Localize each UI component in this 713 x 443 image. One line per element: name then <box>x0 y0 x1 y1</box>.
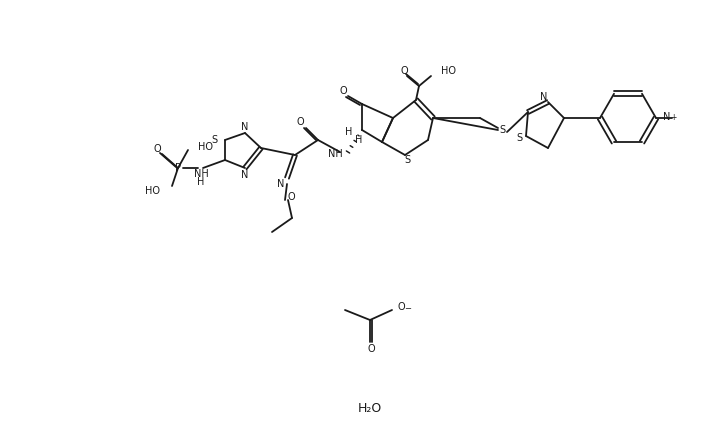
Text: H: H <box>198 177 205 187</box>
Text: N: N <box>540 92 548 102</box>
Text: −: − <box>404 304 411 313</box>
Text: O: O <box>287 192 294 202</box>
Text: S: S <box>404 155 410 165</box>
Text: HO: HO <box>441 66 456 76</box>
Text: HO: HO <box>145 186 160 196</box>
Text: NH: NH <box>194 169 208 179</box>
Text: O: O <box>367 344 375 354</box>
Text: S: S <box>516 133 522 143</box>
Text: P: P <box>175 163 181 173</box>
Text: O: O <box>400 66 408 76</box>
Text: O: O <box>397 302 404 312</box>
Text: S: S <box>212 135 218 145</box>
Text: H: H <box>344 127 352 137</box>
Text: O: O <box>339 86 347 96</box>
Text: H: H <box>355 135 363 145</box>
Text: HO: HO <box>198 142 213 152</box>
Text: S: S <box>499 125 505 135</box>
Text: +: + <box>670 113 677 122</box>
Text: N: N <box>277 179 284 189</box>
Text: H₂O: H₂O <box>358 401 382 415</box>
Text: O: O <box>296 117 304 127</box>
Text: N: N <box>663 112 670 122</box>
Text: NH: NH <box>328 149 343 159</box>
Text: N: N <box>241 122 249 132</box>
Text: O: O <box>153 144 161 154</box>
Text: N: N <box>241 170 249 180</box>
